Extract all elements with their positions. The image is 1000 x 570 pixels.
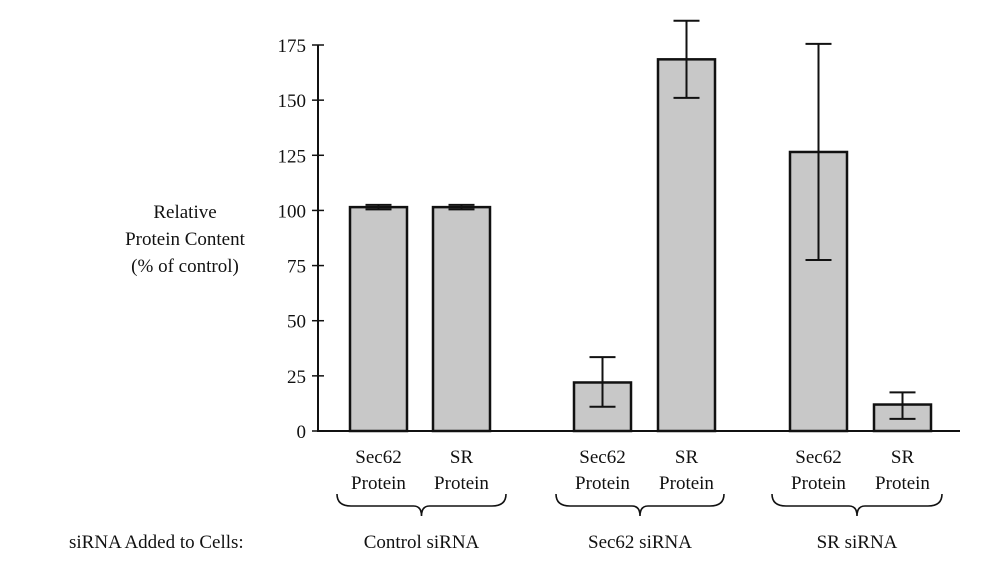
- group-brace: [771, 493, 943, 517]
- y-tick-label: 50: [287, 312, 306, 333]
- x-axis-label: siRNA Added to Cells:: [69, 532, 244, 553]
- bar-label-line-1: SR: [891, 447, 915, 468]
- y-tick-label: 75: [287, 257, 306, 278]
- y-axis-label-line-3: (% of control): [131, 256, 239, 277]
- bar: [348, 205, 409, 433]
- y-tick-label: 100: [278, 201, 307, 222]
- y-tick-label: 175: [278, 36, 307, 57]
- bar-label-line-2: Protein: [875, 473, 930, 494]
- bar-label-line-2: Protein: [659, 473, 714, 494]
- y-tick-label: 0: [297, 422, 307, 443]
- bar-label-line-1: Sec62: [795, 447, 841, 468]
- x-labels: Sec62 Protein SR Protein Control siRNA Sec62 P…: [336, 447, 943, 553]
- bar-label-line-2: Protein: [575, 473, 630, 494]
- bar-label-line-1: SR: [450, 447, 474, 468]
- bar-label-line-2: Protein: [351, 473, 406, 494]
- bar-label-line-1: Sec62: [355, 447, 401, 468]
- y-tick-label: 25: [287, 367, 306, 388]
- group-brace: [555, 493, 725, 517]
- y-axis-label-line-1: Relative: [153, 202, 216, 223]
- y-tick-label: 125: [278, 146, 307, 167]
- y-axis-label-line-2: Protein Content: [125, 229, 246, 250]
- bar-label-line-2: Protein: [791, 473, 846, 494]
- bar-label-line-1: SR: [675, 447, 699, 468]
- bar: [431, 205, 492, 433]
- y-tick-label: 150: [278, 91, 307, 112]
- group-label: Sec62 siRNA: [588, 532, 692, 553]
- bars: [348, 19, 933, 433]
- group-label: SR siRNA: [817, 532, 898, 553]
- group-brace: [336, 493, 507, 517]
- bar-label-line-2: Protein: [434, 473, 489, 494]
- y-axis: 0 25 50 75 100 125 150 175: [278, 36, 960, 443]
- bar: [656, 58, 717, 433]
- bar-label-line-1: Sec62: [579, 447, 625, 468]
- group-label: Control siRNA: [364, 532, 480, 553]
